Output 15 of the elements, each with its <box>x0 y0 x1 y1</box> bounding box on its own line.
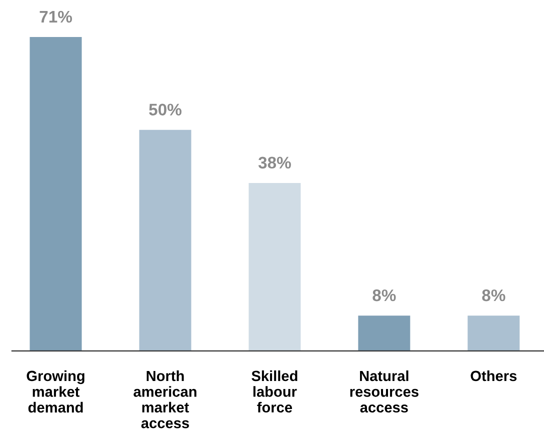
bar <box>139 130 192 351</box>
data-label: 38% <box>258 156 291 169</box>
data-label: 50% <box>149 104 182 116</box>
bar <box>30 37 82 351</box>
x-tick-label: Growing market demand <box>26 370 84 413</box>
x-tick-label: Natural resources access <box>350 370 418 413</box>
data-label: 8% <box>372 289 396 302</box>
x-tick-label: North american market access <box>134 370 196 428</box>
data-label: 71% <box>40 10 72 23</box>
bar <box>358 316 410 351</box>
bar <box>248 182 301 351</box>
x-tick-label: Skilled labour force <box>252 370 298 413</box>
data-label: 8% <box>482 289 506 302</box>
x-tick-label: Others <box>470 370 517 382</box>
bar <box>468 316 520 351</box>
